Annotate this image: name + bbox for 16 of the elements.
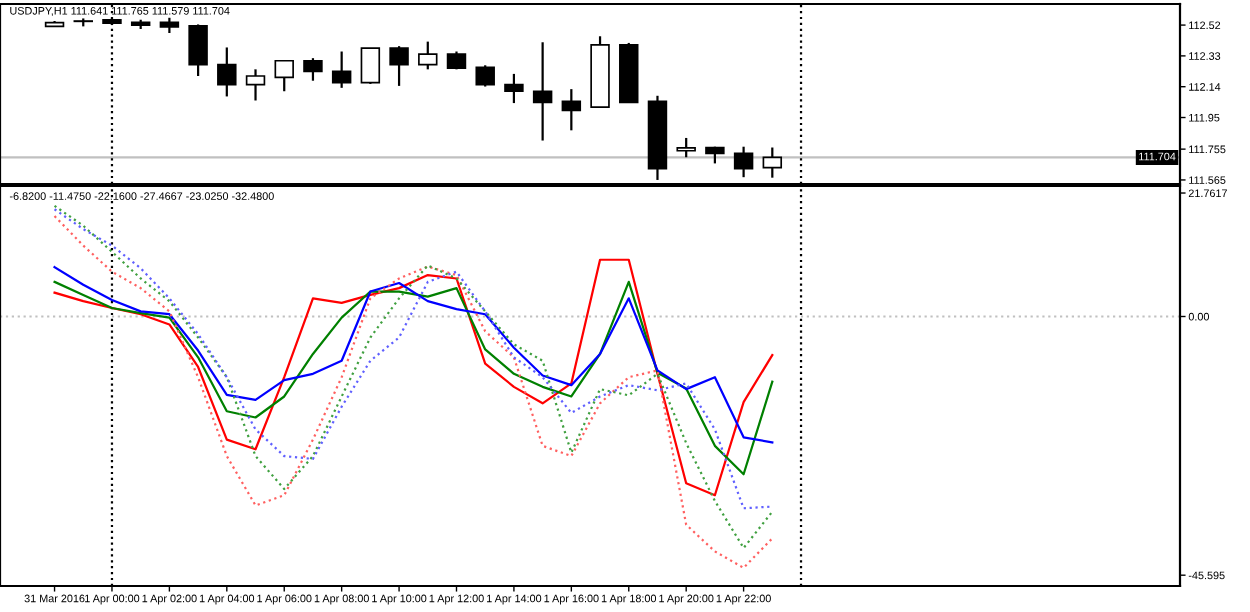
candlestick [619, 41, 639, 104]
line-series [53, 280, 774, 476]
candlestick [159, 16, 180, 35]
line-series [53, 258, 774, 497]
candlestick [504, 72, 524, 105]
candlestick [389, 45, 409, 87]
candlestick [446, 50, 467, 69]
line-series [53, 266, 774, 444]
candlestick [44, 19, 65, 28]
candlestick [532, 41, 553, 142]
candlestick [590, 35, 610, 108]
candlestick [733, 145, 754, 179]
candlestick [245, 68, 266, 102]
candlestick [705, 146, 725, 165]
candlestick [303, 57, 323, 82]
candlestick [73, 20, 93, 28]
